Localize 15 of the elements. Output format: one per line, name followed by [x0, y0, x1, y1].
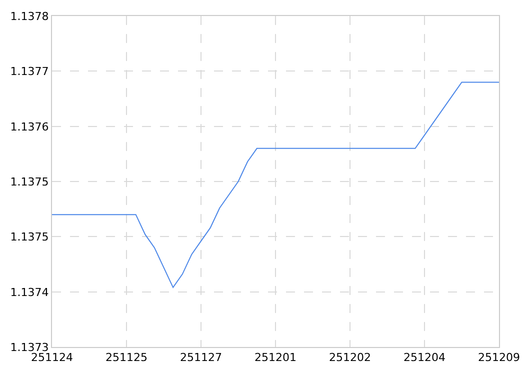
x-tick-label: 251201	[254, 351, 296, 364]
y-tick-label: 1.1377	[10, 64, 49, 78]
x-tick-label: 251202	[329, 351, 371, 364]
y-tick-label: 1.1374	[10, 286, 49, 299]
line-series	[52, 82, 499, 288]
y-tick-label: 1.1375	[10, 230, 49, 244]
x-tick-label: 251204	[404, 351, 446, 364]
y-tick-label: 1.1375	[10, 175, 49, 188]
y-tick-label: 1.1373	[10, 340, 49, 354]
y-tick-label: 1.1378	[10, 10, 49, 23]
x-tick-label: 251127	[180, 351, 222, 364]
x-tick-label: 251125	[106, 351, 148, 364]
x-tick-label: 251124	[31, 351, 73, 364]
x-tick-label: 251209	[478, 351, 520, 364]
y-tick-label: 1.1376	[10, 120, 49, 134]
